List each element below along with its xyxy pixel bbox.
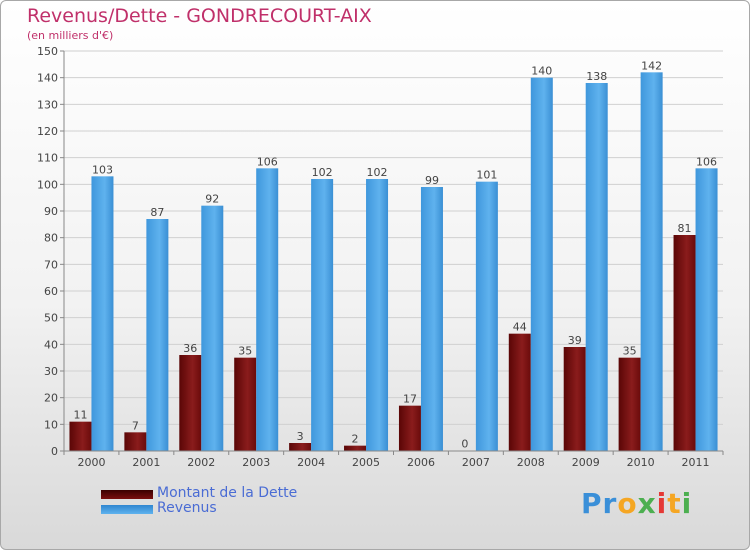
y-tick-label: 0 [51, 445, 58, 458]
x-tick-label: 2007 [462, 456, 490, 469]
x-tick-label: 2006 [407, 456, 435, 469]
x-tick-label: 2001 [132, 456, 160, 469]
y-tick-label: 130 [37, 98, 58, 111]
value-label-revenue: 87 [150, 206, 164, 219]
value-label-debt: 81 [678, 222, 692, 235]
value-label-debt: 0 [461, 438, 468, 451]
x-tick-label: 2000 [77, 456, 105, 469]
x-tick-label: 2004 [297, 456, 325, 469]
y-tick-label: 10 [44, 418, 58, 431]
logo-letter: r [602, 487, 618, 520]
bar-debt [344, 445, 367, 451]
logo-letter: i [656, 487, 668, 520]
value-label-debt: 7 [132, 419, 139, 432]
value-label-debt: 44 [513, 321, 527, 334]
value-label-debt: 11 [73, 409, 87, 422]
bar-revenue [695, 168, 718, 452]
grid-lines [64, 50, 723, 452]
y-tick-label: 140 [37, 72, 58, 85]
value-labels: 11 103 7 87 36 92 35 106 3 102 2 102 17 99 0 101 44 140 39… [73, 59, 717, 450]
bar-debt [69, 421, 92, 451]
value-label-revenue: 103 [92, 163, 113, 176]
y-tick-label: 150 [37, 45, 58, 58]
x-tick-label: 2003 [242, 456, 270, 469]
bar-revenue [475, 181, 498, 451]
bar-revenue [420, 187, 443, 451]
y-tick-label: 20 [44, 392, 58, 405]
value-label-debt: 17 [403, 393, 417, 406]
logo-letter: o [617, 487, 638, 520]
x-tick-label: 2010 [627, 456, 655, 469]
y-tick-label: 40 [44, 338, 58, 351]
y-tick-label: 30 [44, 365, 58, 378]
bar-revenue [530, 77, 553, 452]
bar-revenue [311, 179, 334, 451]
y-tick-label: 60 [44, 285, 58, 298]
legend-swatch-debt [101, 490, 153, 499]
bar-revenue [585, 83, 608, 451]
value-label-debt: 2 [352, 433, 359, 446]
value-label-debt: 39 [568, 334, 582, 347]
logo-letter: t [667, 487, 682, 520]
logo-letter: x [637, 487, 657, 520]
x-tick-label: 2002 [187, 456, 215, 469]
value-label-revenue: 92 [205, 193, 219, 206]
bar-debt [179, 355, 202, 451]
bar-revenue [146, 219, 169, 451]
logo-letter: i [681, 487, 693, 520]
value-label-revenue: 138 [586, 70, 607, 83]
value-label-debt: 36 [183, 342, 197, 355]
bar-debt [618, 357, 641, 451]
chart-title: Revenus/Dette - GONDRECOURT-AIX [27, 5, 372, 27]
value-label-revenue: 101 [476, 169, 497, 182]
bar-debt [289, 443, 312, 451]
bars [69, 72, 718, 452]
y-tick-label: 80 [44, 232, 58, 245]
bar-debt [398, 405, 421, 451]
logo-letter: P [581, 487, 603, 520]
bar-debt [508, 333, 531, 451]
y-tick-label: 90 [44, 205, 58, 218]
bar-revenue [201, 205, 224, 451]
legend-label-revenue: Revenus [157, 500, 217, 516]
value-label-revenue: 102 [312, 166, 333, 179]
value-label-debt: 35 [623, 345, 637, 358]
value-label-revenue: 106 [696, 155, 717, 168]
bar-revenue [640, 72, 663, 451]
bar-debt [563, 347, 586, 451]
y-tick-label: 110 [37, 152, 58, 165]
x-tick-label: 2009 [572, 456, 600, 469]
bar-revenue [91, 176, 114, 452]
y-tick-label: 70 [44, 258, 58, 271]
x-tick-label: 2005 [352, 456, 380, 469]
y-tick-label: 120 [37, 125, 58, 138]
proxiti-logo: Proxiti [581, 487, 692, 520]
value-label-revenue: 106 [257, 155, 278, 168]
chart-subtitle: (en milliers d'€) [27, 29, 114, 42]
x-tick-label: 2008 [517, 456, 545, 469]
value-label-revenue: 102 [367, 166, 388, 179]
bar-debt [673, 235, 696, 451]
x-tick-label: 2011 [682, 456, 710, 469]
legend-swatch-revenue [101, 505, 153, 514]
bar-revenue [366, 179, 389, 451]
bar-debt [234, 357, 257, 451]
legend-label-debt: Montant de la Dette [157, 485, 298, 501]
y-tick-label: 100 [37, 178, 58, 191]
value-label-debt: 3 [297, 430, 304, 443]
bar-revenue [256, 168, 279, 452]
value-label-revenue: 99 [425, 174, 439, 187]
value-label-revenue: 140 [531, 65, 552, 78]
y-tick-label: 50 [44, 312, 58, 325]
axes: 0102030405060708090100110120130140150200… [37, 45, 724, 469]
value-label-revenue: 142 [641, 59, 662, 72]
bar-debt [124, 432, 147, 451]
value-label-debt: 35 [238, 345, 252, 358]
